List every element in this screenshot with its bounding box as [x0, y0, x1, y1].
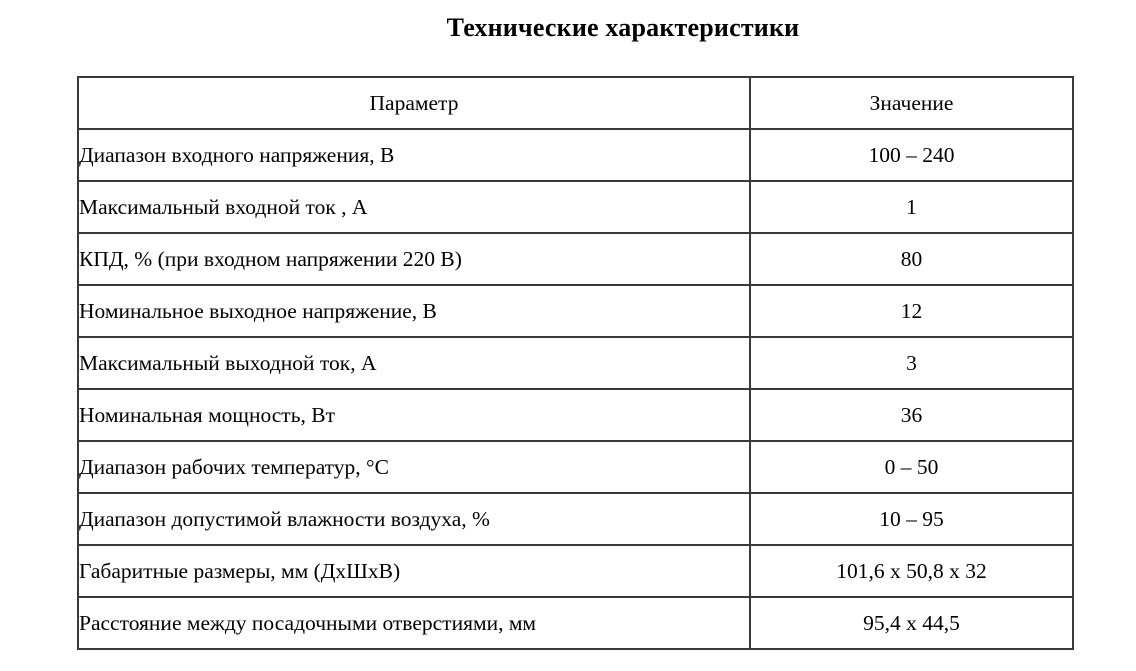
value-cell: 0 – 50 [749, 440, 1074, 494]
value-cell: 101,6 x 50,8 x 32 [749, 544, 1074, 598]
param-cell: Диапазон рабочих температур, °С [77, 440, 751, 494]
value-cell: 80 [749, 232, 1074, 286]
header-cell-parameter: Параметр [77, 76, 751, 130]
value-cell: 1 [749, 180, 1074, 234]
value-cell: 100 – 240 [749, 128, 1074, 182]
table-row: Расстояние между посадочными отверстиями… [77, 596, 1074, 650]
table-row: Диапазон допустимой влажности воздуха, %… [77, 492, 1074, 546]
value-cell: 95,4 x 44,5 [749, 596, 1074, 650]
table-header-row: Параметр Значение [77, 76, 1074, 130]
table-row: Диапазон рабочих температур, °С 0 – 50 [77, 440, 1074, 494]
param-cell: Максимальный выходной ток, А [77, 336, 751, 390]
table-row: Номинальная мощность, Вт 36 [77, 388, 1074, 442]
param-cell: Расстояние между посадочными отверстиями… [77, 596, 751, 650]
page-title-text: Технические характеристики [446, 13, 800, 42]
param-cell: Номинальное выходное напряжение, В [77, 284, 751, 338]
header-cell-value: Значение [749, 76, 1074, 130]
table-row: Номинальное выходное напряжение, В 12 [77, 284, 1074, 338]
param-cell: Номинальная мощность, Вт [77, 388, 751, 442]
table-row: Диапазон входного напряжения, В 100 – 240 [77, 128, 1074, 182]
param-cell: Диапазон допустимой влажности воздуха, % [77, 492, 751, 546]
page-title: Технические характеристики [0, 13, 1136, 43]
table-row: КПД, % (при входном напряжении 220 В) 80 [77, 232, 1074, 286]
spec-table: Параметр Значение Диапазон входного напр… [77, 76, 1074, 650]
value-cell: 12 [749, 284, 1074, 338]
param-cell: Диапазон входного напряжения, В [77, 128, 751, 182]
param-cell: КПД, % (при входном напряжении 220 В) [77, 232, 751, 286]
param-cell: Максимальный входной ток , А [77, 180, 751, 234]
param-cell: Габаритные размеры, мм (ДхШхВ) [77, 544, 751, 598]
value-cell: 36 [749, 388, 1074, 442]
table-body: Диапазон входного напряжения, В 100 – 240… [77, 128, 1074, 650]
value-cell: 3 [749, 336, 1074, 390]
value-cell: 10 – 95 [749, 492, 1074, 546]
table-row: Габаритные размеры, мм (ДхШхВ) 101,6 x 50… [77, 544, 1074, 598]
